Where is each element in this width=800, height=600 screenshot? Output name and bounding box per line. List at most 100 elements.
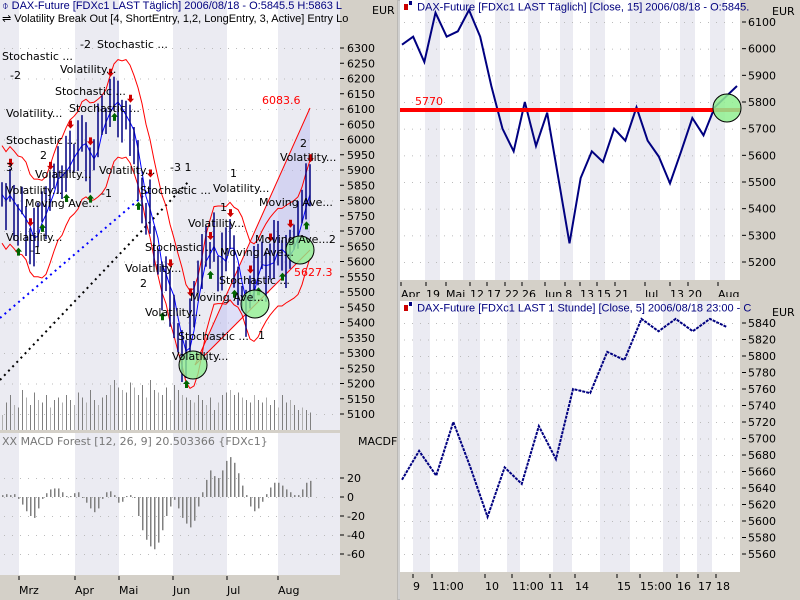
grid-dot [428,554,429,555]
grid-dot [556,389,557,390]
grid-dot [76,322,77,324]
volume-bar [54,400,55,430]
grid-dot [556,554,557,555]
grid-dot [668,339,669,341]
signal-label: 2 [40,149,47,162]
grid-dot [700,521,701,522]
indicator-legend-text: Volatility Break Out [4, ShortEntry, 1,2… [14,13,349,25]
grid-dot [612,372,613,374]
grid-dot [596,422,597,423]
grid-dot [468,235,469,237]
grid-dot [516,22,517,23]
grid-dot [588,438,589,440]
grid-dot [52,200,53,202]
horizontal-splitter[interactable] [400,297,800,301]
grid-dot [412,22,413,23]
grid-dot [436,323,437,324]
grid-dot [708,521,709,522]
grid-dot [692,155,693,157]
grid-dot [492,262,493,263]
grid-dot [548,438,549,440]
grid-dot [188,231,189,232]
grid-dot [172,139,173,141]
grid-dot [652,102,653,103]
pane-splitter[interactable] [0,430,398,433]
grid-dot [20,383,21,385]
grid-dot [700,554,701,555]
grid-dot [612,102,613,103]
grid-dot [300,414,301,415]
grid-dot [716,488,717,489]
grid-dot [612,455,613,456]
grid-dot [12,48,13,49]
grid-dot [620,102,621,103]
grid-dot [116,231,117,232]
grid-dot [132,497,133,498]
grid-dot [628,48,629,50]
volume-bar [198,395,199,430]
grid-dot [404,128,405,130]
grid-dot [716,22,717,23]
grid-dot [268,170,269,171]
buy-arrow-icon [135,201,142,210]
left-time-axis: Mrz Apr Mai Jun Jul Aug [0,575,398,600]
grid-dot [452,372,453,374]
grid-dot [572,372,573,374]
vertical-splitter[interactable] [397,0,401,600]
macd-bar [78,492,80,497]
grid-dot [724,389,725,390]
grid-dot [52,478,53,479]
grid-dot [676,323,677,324]
grid-dot [684,155,685,157]
grid-dot [604,128,605,130]
grid-dot [468,22,469,23]
grid-dot [588,155,589,157]
volume-bar [122,390,123,430]
grid-dot [124,535,125,536]
y-tick-label: 5740 [748,400,776,413]
grid-dot [404,521,405,522]
grid-dot [92,322,93,324]
grid-dot [732,471,733,473]
grid-dot [716,389,717,390]
x-tick-label: Apr [75,584,95,597]
grid-dot [476,471,477,473]
grid-dot [108,78,109,80]
hourly-line-break-chart[interactable]: 5840582058005780576057405720570056805660… [400,301,800,600]
grid-dot [268,516,269,517]
grid-dot [228,261,229,263]
grid-dot [668,504,669,506]
grid-dot [612,235,613,237]
grid-dot [644,455,645,456]
grid-dot [132,109,133,110]
indicator-legend[interactable]: ⇌ Volatility Break Out [4, ShortEntry, 1… [2,13,368,26]
grid-dot [164,535,165,536]
grid-dot [300,516,301,517]
buy-arrow-icon [231,289,238,298]
grid-dot [460,48,461,50]
grid-dot [540,262,541,263]
grid-dot [540,323,541,324]
grid-dot [716,235,717,237]
grid-dot [668,537,669,539]
grid-dot [668,471,669,473]
grid-dot [268,535,269,536]
grid-dot [180,414,181,415]
grid-dot [196,497,197,498]
grid-dot [188,109,189,110]
macd-bar [230,457,232,497]
grid-dot [196,292,197,293]
grid-dot [220,383,221,385]
daily-line-break-chart[interactable]: 6100600059005800570056005500540053005200… [400,0,800,301]
grid-dot [676,504,677,506]
grid-dot [252,261,253,263]
y-tick-label: 5840 [748,317,776,330]
y-tick-label: 5580 [748,532,776,545]
left-price-axis[interactable] [340,0,398,575]
grid-dot [572,208,573,210]
grid-dot [332,535,333,536]
grid-dot [220,200,221,202]
left-price-pane[interactable] [0,0,340,575]
macd-histogram [2,457,333,555]
grid-dot [332,109,333,110]
